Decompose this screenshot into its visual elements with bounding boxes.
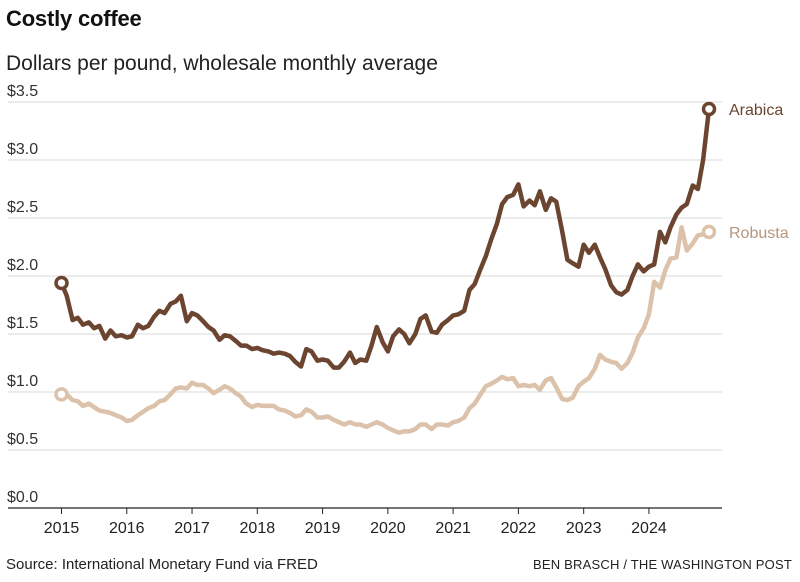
y-tick-label: $3.5	[7, 83, 38, 100]
chart-title: Costly coffee	[6, 6, 142, 31]
arabica-label: Arabica	[729, 102, 783, 119]
x-tick-label: 2022	[501, 520, 537, 537]
y-tick-label: $1.5	[7, 315, 38, 332]
x-tick-label: 2024	[631, 520, 667, 537]
series-labels: Robusta Arabica	[729, 102, 789, 242]
y-tick-label: $3.0	[7, 141, 38, 158]
x-tick-label: 2016	[109, 520, 145, 537]
robusta-end-point	[701, 224, 717, 240]
chart-subtitle: Dollars per pound, wholesale monthly ave…	[6, 52, 438, 75]
y-tick-label: $1.0	[7, 373, 38, 390]
x-tick-label: 2015	[44, 520, 80, 537]
source-note: Source: International Monetary Fund via …	[6, 556, 318, 573]
x-tick-label: 2017	[174, 520, 210, 537]
x-axis-tick-labels: 2015 2016 2017 2018 2019 2020 2021 2022 2023 2024	[44, 508, 667, 537]
arabica-start-point	[54, 275, 69, 291]
robusta-label: Robusta	[729, 225, 789, 242]
robusta-line	[59, 225, 712, 435]
x-tick-label: 2018	[240, 520, 276, 537]
gridlines	[8, 101, 722, 509]
y-tick-label: $0.0	[7, 489, 38, 506]
series-lines	[54, 101, 717, 435]
y-axis-tick-labels: $0.0 $0.5 $1.0 $1.5 $2.0 $2.5 $3.0 $3.5	[7, 83, 38, 506]
robusta-start-point	[54, 387, 69, 402]
x-tick-label: 2021	[435, 520, 471, 537]
credit-line: BEN BRASCH / THE WASHINGTON POST	[533, 557, 792, 572]
arabica-end-point	[701, 101, 717, 117]
x-tick-label: 2023	[566, 520, 602, 537]
y-tick-label: $2.0	[7, 257, 38, 274]
y-tick-label: $0.5	[7, 431, 38, 448]
y-tick-label: $2.5	[7, 199, 38, 216]
x-tick-label: 2019	[305, 520, 341, 537]
arabica-line	[59, 106, 712, 370]
x-tick-label: 2020	[370, 520, 406, 537]
